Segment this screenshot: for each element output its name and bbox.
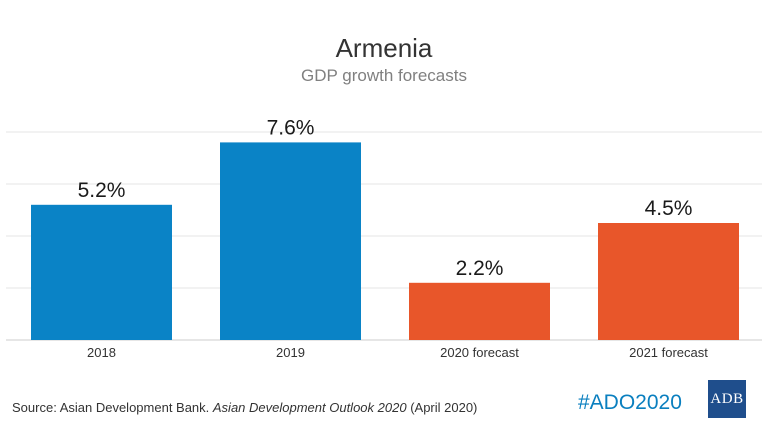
bar-2018: [31, 204, 172, 340]
source-note: Source: Asian Development Bank. Asian De…: [12, 400, 477, 415]
data-label: 2.2%: [456, 257, 504, 280]
source-prefix: Source: Asian Development Bank.: [12, 400, 213, 415]
data-label: 7.6%: [267, 116, 315, 139]
data-label: 5.2%: [78, 179, 126, 202]
hashtag: #ADO2020: [578, 391, 682, 414]
x-tick-label: 2019: [276, 345, 305, 360]
chart-title: Armenia: [335, 33, 433, 63]
source-publication: Asian Development Outlook 2020: [212, 400, 407, 415]
x-tick-label: 2018: [87, 345, 116, 360]
x-tick-label: 2020 forecast: [440, 345, 519, 360]
source-suffix: (April 2020): [406, 400, 478, 415]
bar-2019: [220, 142, 361, 340]
chart-subtitle: GDP growth forecasts: [301, 66, 467, 85]
bar-2020-forecast: [409, 282, 550, 340]
data-label: 4.5%: [645, 197, 693, 220]
x-tick-label: 2021 forecast: [629, 345, 708, 360]
bar-chart: 5.2% 2018 7.6% 2019 2.2% 2020 forecast 4.5% 202…: [6, 116, 762, 360]
bar-2021-forecast: [598, 223, 739, 340]
adb-logo: ADB: [708, 380, 746, 418]
